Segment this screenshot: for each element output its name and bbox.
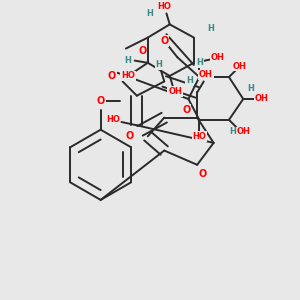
Text: O: O (199, 169, 207, 178)
Text: OH: OH (255, 94, 269, 103)
Text: H: H (186, 76, 193, 85)
Text: OH: OH (236, 128, 250, 136)
Text: H: H (248, 83, 254, 92)
Text: H: H (196, 58, 203, 67)
Text: HO: HO (106, 115, 120, 124)
Text: OH: OH (211, 53, 225, 62)
Text: H: H (207, 24, 214, 33)
Text: OH: OH (199, 70, 213, 80)
Text: OH: OH (233, 61, 247, 70)
Text: O: O (160, 36, 168, 46)
Text: H: H (155, 61, 162, 70)
Text: HO: HO (121, 71, 135, 80)
Text: HO: HO (192, 132, 206, 141)
Text: O: O (97, 96, 105, 106)
Text: HO: HO (157, 2, 171, 11)
Text: H: H (124, 56, 131, 65)
Text: O: O (107, 71, 116, 81)
Text: H: H (147, 9, 153, 18)
Text: H: H (229, 128, 236, 136)
Text: O: O (182, 105, 190, 115)
Text: O: O (138, 46, 146, 56)
Text: O: O (125, 131, 133, 141)
Text: OH: OH (168, 87, 182, 96)
